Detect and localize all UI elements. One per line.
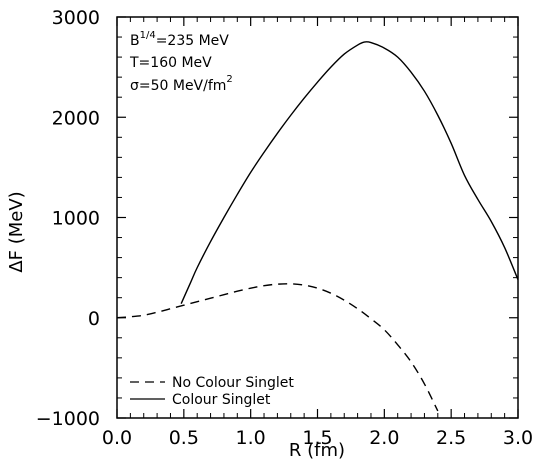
annotation-temperature: T=160 MeV	[129, 55, 212, 71]
y-tick-label: 0	[88, 308, 100, 330]
y-tick-label: −1000	[36, 408, 100, 430]
x-tick-label: 2.0	[369, 427, 399, 449]
x-axis-title: R (fm)	[289, 440, 345, 459]
tick-labels: 0.0 0.5 1.0 1.5 2.0 2.5 3.0 3000 2000 1000 0 −1000	[36, 7, 533, 449]
series-layer	[116, 41, 519, 412]
x-tick-label: 0.5	[169, 427, 199, 449]
y-tick-label: 1000	[52, 208, 100, 230]
y-axis-title: ΔF (MeV)	[6, 191, 27, 272]
y-tick-label: 2000	[52, 107, 100, 129]
x-tick-label: 0.0	[102, 427, 132, 449]
parameter-annotations: B1/4=235 MeV T=160 MeV σ=50 MeV/fm2	[129, 30, 233, 94]
series-line-colour-singlet	[180, 41, 519, 305]
x-tick-label: 1.5	[302, 427, 332, 449]
y-tick-label: 3000	[52, 7, 100, 29]
x-tick-label: 1.0	[236, 427, 266, 449]
x-tick-label: 2.5	[436, 427, 466, 449]
legend-label-colour-singlet: Colour Singlet	[172, 392, 271, 408]
annotation-bag-constant: B1/4=235 MeV	[130, 30, 229, 49]
legend-label-no-colour-singlet: No Colour Singlet	[172, 375, 294, 391]
x-tick-label: 3.0	[503, 427, 533, 449]
axis-ticks	[116, 16, 519, 419]
series-line-no-colour-singlet	[116, 283, 439, 412]
legend: No Colour Singlet Colour Singlet	[130, 375, 294, 408]
annotation-surface-tension: σ=50 MeV/fm2	[130, 74, 233, 94]
